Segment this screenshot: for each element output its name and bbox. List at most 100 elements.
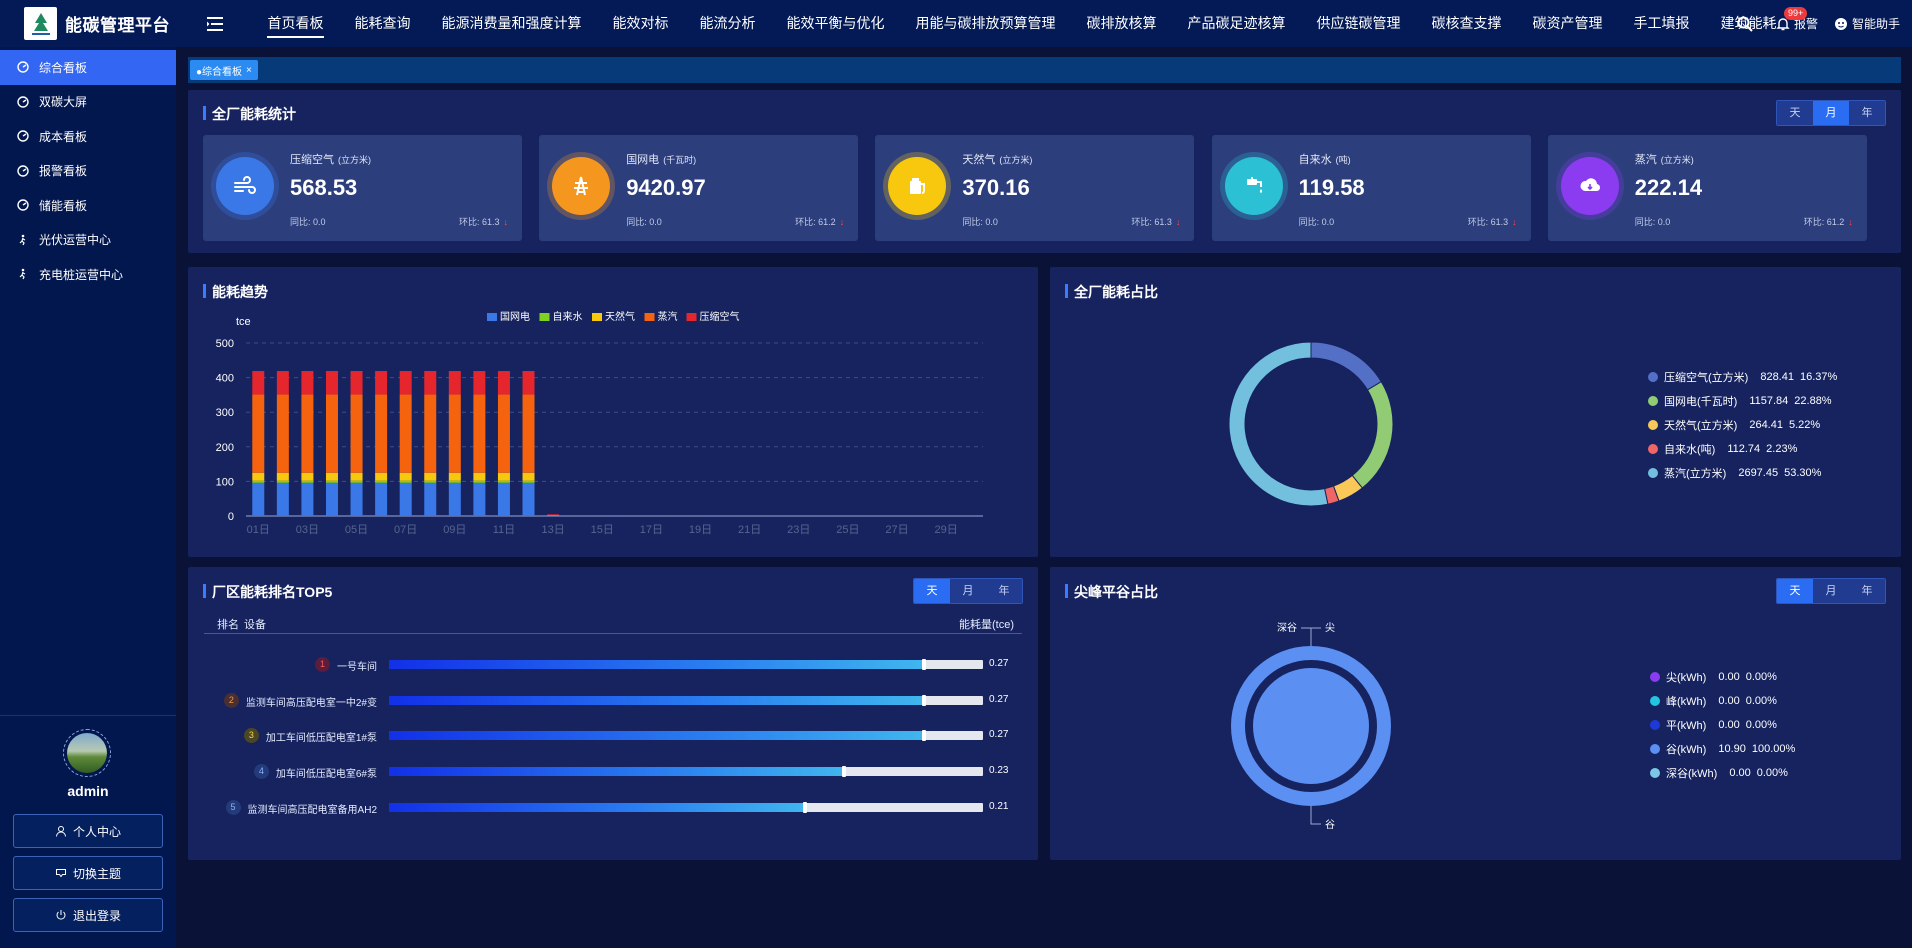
bar-segment[interactable] <box>522 394 535 473</box>
period-month-option[interactable]: 月 <box>1813 579 1849 603</box>
nav-item[interactable]: 产品碳足迹核算 <box>1187 15 1286 31</box>
sidebar-item[interactable]: 充电桩运营中心 <box>0 257 176 292</box>
period-day-option[interactable]: 天 <box>1777 101 1813 125</box>
bar-segment[interactable] <box>350 480 363 483</box>
bar-segment[interactable] <box>375 482 388 516</box>
bar-segment[interactable] <box>350 472 363 481</box>
bar-segment[interactable] <box>399 371 412 395</box>
bar-segment[interactable] <box>375 371 388 395</box>
avatar[interactable] <box>63 729 111 777</box>
bar-segment[interactable] <box>325 394 338 473</box>
ranking-row[interactable]: 监测车间高压配电室一中2#变 2 0.27 <box>204 691 1022 711</box>
legend-item[interactable]: 平(kWh) 0.00 0.00% <box>1650 717 1777 733</box>
sidebar-item[interactable]: 报警看板 <box>0 154 176 189</box>
assistant-button[interactable]: 智能助手 <box>1834 15 1900 32</box>
nav-item[interactable]: 能流分析 <box>699 15 756 31</box>
bar-segment[interactable] <box>276 394 289 473</box>
bar-segment[interactable] <box>448 472 461 481</box>
bar-segment[interactable] <box>497 371 510 395</box>
legend-item[interactable]: 国网电(千瓦时) 1157.84 22.88% <box>1648 393 1832 409</box>
bar-segment[interactable] <box>424 394 437 473</box>
legend-item[interactable]: 深谷(kWh) 0.00 0.00% <box>1650 765 1788 781</box>
legend-item[interactable]: 自来水(吨) 112.74 2.23% <box>1648 441 1797 457</box>
legend-item[interactable]: 天然气(立方米) 264.41 5.22% <box>1648 417 1820 433</box>
bar-segment[interactable] <box>350 394 363 473</box>
bar-segment[interactable] <box>252 472 265 481</box>
bar-segment[interactable] <box>497 394 510 473</box>
legend-label[interactable]: 国网电 <box>500 310 530 323</box>
bar-segment[interactable] <box>522 480 535 483</box>
bar-segment[interactable] <box>424 371 437 395</box>
sidebar-item[interactable]: 成本看板 <box>0 119 176 154</box>
bar-segment[interactable] <box>522 371 535 395</box>
bar-segment[interactable] <box>399 394 412 473</box>
bar-segment[interactable] <box>424 482 437 516</box>
period-year-option[interactable]: 年 <box>986 579 1022 603</box>
bar-segment[interactable] <box>399 480 412 483</box>
nav-item[interactable]: 能源消费量和强度计算 <box>441 15 582 31</box>
tab-dashboard[interactable]: ●综合看板 × <box>190 60 258 80</box>
legend-item[interactable]: 峰(kWh) 0.00 0.00% <box>1650 693 1777 709</box>
alarm-button[interactable]: 99+ 报警 <box>1776 7 1818 32</box>
bar-segment[interactable] <box>473 371 486 395</box>
nav-item[interactable]: 能耗查询 <box>354 15 411 31</box>
pie-slice[interactable] <box>1351 380 1394 489</box>
nav-item[interactable]: 能效平衡与优化 <box>786 15 885 31</box>
bar-segment[interactable] <box>301 482 314 516</box>
legend-item[interactable]: 蒸汽(立方米) 2697.45 53.30% <box>1648 465 1821 481</box>
bar-segment[interactable] <box>448 480 461 483</box>
bar-segment[interactable] <box>473 480 486 483</box>
sidebar-item[interactable]: 储能看板 <box>0 188 176 223</box>
legend-label[interactable]: 蒸汽 <box>658 310 678 323</box>
bar-segment[interactable] <box>473 394 486 473</box>
bar-segment[interactable] <box>350 371 363 395</box>
bar-segment[interactable] <box>325 482 338 516</box>
menu-toggle-icon[interactable] <box>198 0 232 47</box>
bar-segment[interactable] <box>276 371 289 395</box>
bar-segment[interactable] <box>276 480 289 483</box>
bar-segment[interactable] <box>547 514 560 516</box>
sidebar-item[interactable]: 双碳大屏 <box>0 85 176 120</box>
bar-segment[interactable] <box>497 472 510 481</box>
bar-segment[interactable] <box>276 482 289 516</box>
bar-segment[interactable] <box>522 472 535 481</box>
bar-segment[interactable] <box>252 371 265 395</box>
legend-label[interactable]: 自来水 <box>553 310 583 323</box>
bar-segment[interactable] <box>375 472 388 481</box>
bar-segment[interactable] <box>301 371 314 395</box>
pie-slice[interactable] <box>1231 646 1391 806</box>
sidebar-item[interactable]: 综合看板 <box>0 50 176 85</box>
bar-segment[interactable] <box>325 480 338 483</box>
legend-label[interactable]: 天然气 <box>605 310 635 323</box>
period-month-option[interactable]: 月 <box>1813 101 1849 125</box>
nav-item[interactable]: 手工填报 <box>1633 15 1690 31</box>
period-year-option[interactable]: 年 <box>1849 579 1885 603</box>
sidebar-item[interactable]: 光伏运营中心 <box>0 223 176 258</box>
bar-segment[interactable] <box>252 394 265 473</box>
bar-segment[interactable] <box>399 482 412 516</box>
period-day-option[interactable]: 天 <box>1777 579 1813 603</box>
ranking-row[interactable]: 监测车间高压配电室备用AH2 5 0.21 <box>204 798 1022 818</box>
bar-segment[interactable] <box>301 480 314 483</box>
bar-segment[interactable] <box>325 371 338 395</box>
bar-segment[interactable] <box>424 472 437 481</box>
nav-item[interactable]: 首页看板 <box>252 0 339 47</box>
nav-item[interactable]: 用能与碳排放预算管理 <box>915 15 1056 31</box>
bar-segment[interactable] <box>252 482 265 516</box>
bar-segment[interactable] <box>350 482 363 516</box>
bar-segment[interactable] <box>547 514 560 515</box>
bar-segment[interactable] <box>424 480 437 483</box>
nav-item[interactable]: 碳排放核算 <box>1086 15 1157 31</box>
bar-segment[interactable] <box>301 472 314 481</box>
legend-label[interactable]: 压缩空气 <box>700 310 740 323</box>
legend-item[interactable]: 压缩空气(立方米) 828.41 16.37% <box>1648 369 1837 385</box>
bar-segment[interactable] <box>375 480 388 483</box>
bar-segment[interactable] <box>473 472 486 481</box>
bar-segment[interactable] <box>276 472 289 481</box>
search-icon[interactable] <box>1730 16 1760 32</box>
profile-button[interactable]: 个人中心 <box>13 814 163 848</box>
ranking-row[interactable]: 一号车间 1 0.27 <box>204 655 1022 675</box>
pie-slice[interactable] <box>1310 341 1382 391</box>
bar-segment[interactable] <box>497 482 510 516</box>
bar-segment[interactable] <box>252 480 265 483</box>
